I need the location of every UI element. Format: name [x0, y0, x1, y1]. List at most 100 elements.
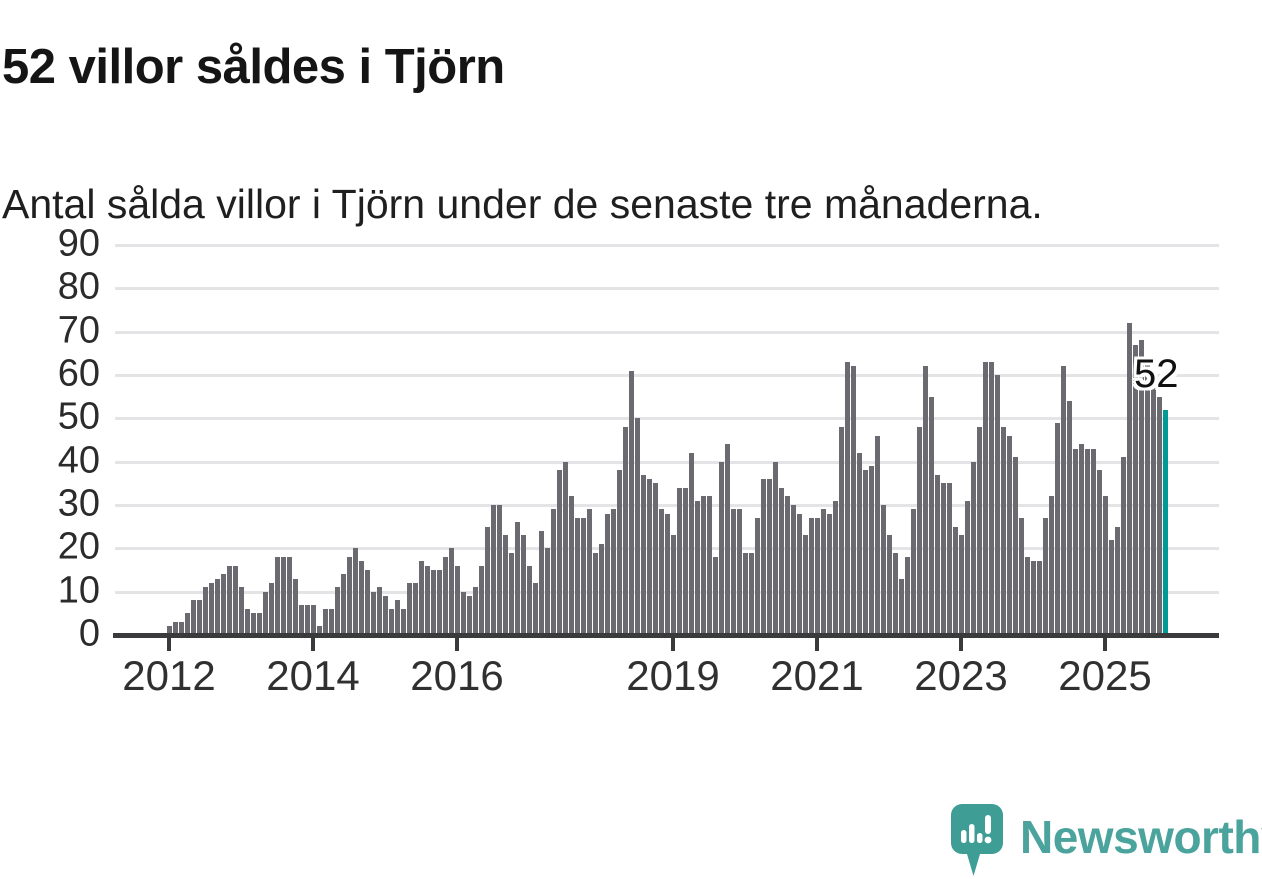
- bar: [388, 609, 394, 635]
- newsworthy-logo-text: Newsworthy: [1020, 811, 1262, 863]
- bar: [1078, 444, 1084, 635]
- bar: [352, 548, 358, 635]
- bar: [364, 570, 370, 635]
- bar: [826, 513, 832, 635]
- bar: [1138, 340, 1144, 635]
- bar: [838, 427, 844, 635]
- bar: [724, 444, 730, 635]
- bar: [412, 583, 418, 635]
- bar: [682, 487, 688, 635]
- bar: [1114, 526, 1120, 635]
- bar: [526, 565, 532, 635]
- bar: [490, 505, 496, 635]
- bar: [244, 609, 250, 635]
- bar: [994, 375, 1000, 635]
- bar: [178, 622, 184, 635]
- bar: [514, 522, 520, 635]
- bar: [706, 496, 712, 635]
- x-axis-label-2019: 2019: [626, 652, 720, 699]
- bar: [550, 509, 556, 635]
- bar: [1090, 448, 1096, 635]
- bar: [520, 535, 526, 635]
- bar: [382, 596, 388, 635]
- bar: [628, 370, 634, 635]
- bar: [316, 626, 322, 635]
- bar: [754, 518, 760, 635]
- bar: [1120, 457, 1126, 635]
- bar: [904, 557, 910, 635]
- bar: [784, 496, 790, 635]
- bar: [1108, 539, 1114, 635]
- bar: [742, 552, 748, 635]
- x-axis-tick-2019: [671, 637, 675, 651]
- bar: [1000, 427, 1006, 635]
- y-axis-label-30: 30: [57, 482, 100, 525]
- bar: [484, 526, 490, 635]
- y-axis-label-70: 70: [57, 309, 100, 352]
- x-axis-label-2023: 2023: [914, 652, 1008, 699]
- bar: [1144, 357, 1150, 635]
- x-axis-label-2012: 2012: [122, 652, 216, 699]
- bar: [892, 552, 898, 635]
- x-axis-label-2016: 2016: [410, 652, 504, 699]
- bar: [592, 552, 598, 635]
- bar: [796, 513, 802, 635]
- bar: [856, 453, 862, 635]
- bar: [970, 461, 976, 635]
- bar: [640, 474, 646, 635]
- bar: [376, 587, 382, 635]
- bar: [766, 479, 772, 635]
- bar: [190, 600, 196, 635]
- bar: [442, 557, 448, 635]
- y-axis-label-20: 20: [57, 525, 100, 568]
- bar: [268, 583, 274, 635]
- bar: [562, 461, 568, 635]
- bar: [850, 366, 856, 635]
- bar: [700, 496, 706, 635]
- bar: [1042, 518, 1048, 635]
- bar: [238, 587, 244, 635]
- bar: [658, 509, 664, 635]
- bar: [220, 574, 226, 635]
- bar: [760, 479, 766, 635]
- bar: [1030, 561, 1036, 635]
- bar: [1048, 496, 1054, 635]
- bar: [910, 509, 916, 635]
- bar: [544, 548, 550, 635]
- bar: [568, 496, 574, 635]
- bar: [832, 500, 838, 635]
- y-axis-label-80: 80: [57, 265, 100, 308]
- bar: [808, 518, 814, 635]
- y-axis-label-0: 0: [78, 612, 100, 655]
- x-axis-label-2021: 2021: [770, 652, 864, 699]
- bar: [172, 622, 178, 635]
- bar: [1012, 457, 1018, 635]
- bar: [286, 557, 292, 635]
- bar: [454, 565, 460, 635]
- bar: [496, 505, 502, 635]
- bar: [688, 453, 694, 635]
- bar: [874, 435, 880, 635]
- bar: [1054, 422, 1060, 635]
- y-axis-label-10: 10: [57, 569, 100, 612]
- bar: [610, 509, 616, 635]
- bar: [1018, 518, 1024, 635]
- bar: [814, 518, 820, 635]
- bar: [202, 587, 208, 635]
- last-value-label: 52: [1134, 352, 1179, 396]
- x-axis-label-2025: 2025: [1058, 652, 1152, 699]
- chart-title: 52 villor såldes i Tjörn: [2, 39, 505, 94]
- bar: [448, 548, 454, 635]
- bar: [916, 427, 922, 635]
- bar: [604, 513, 610, 635]
- gridline-60: [115, 374, 1219, 377]
- bar: [1066, 401, 1072, 635]
- bar: [538, 531, 544, 635]
- bar: [262, 591, 268, 635]
- gridline-30: [115, 504, 1219, 507]
- bar: [976, 427, 982, 635]
- bar: [694, 500, 700, 635]
- bar: [1132, 344, 1138, 635]
- bar-highlighted: [1162, 409, 1168, 635]
